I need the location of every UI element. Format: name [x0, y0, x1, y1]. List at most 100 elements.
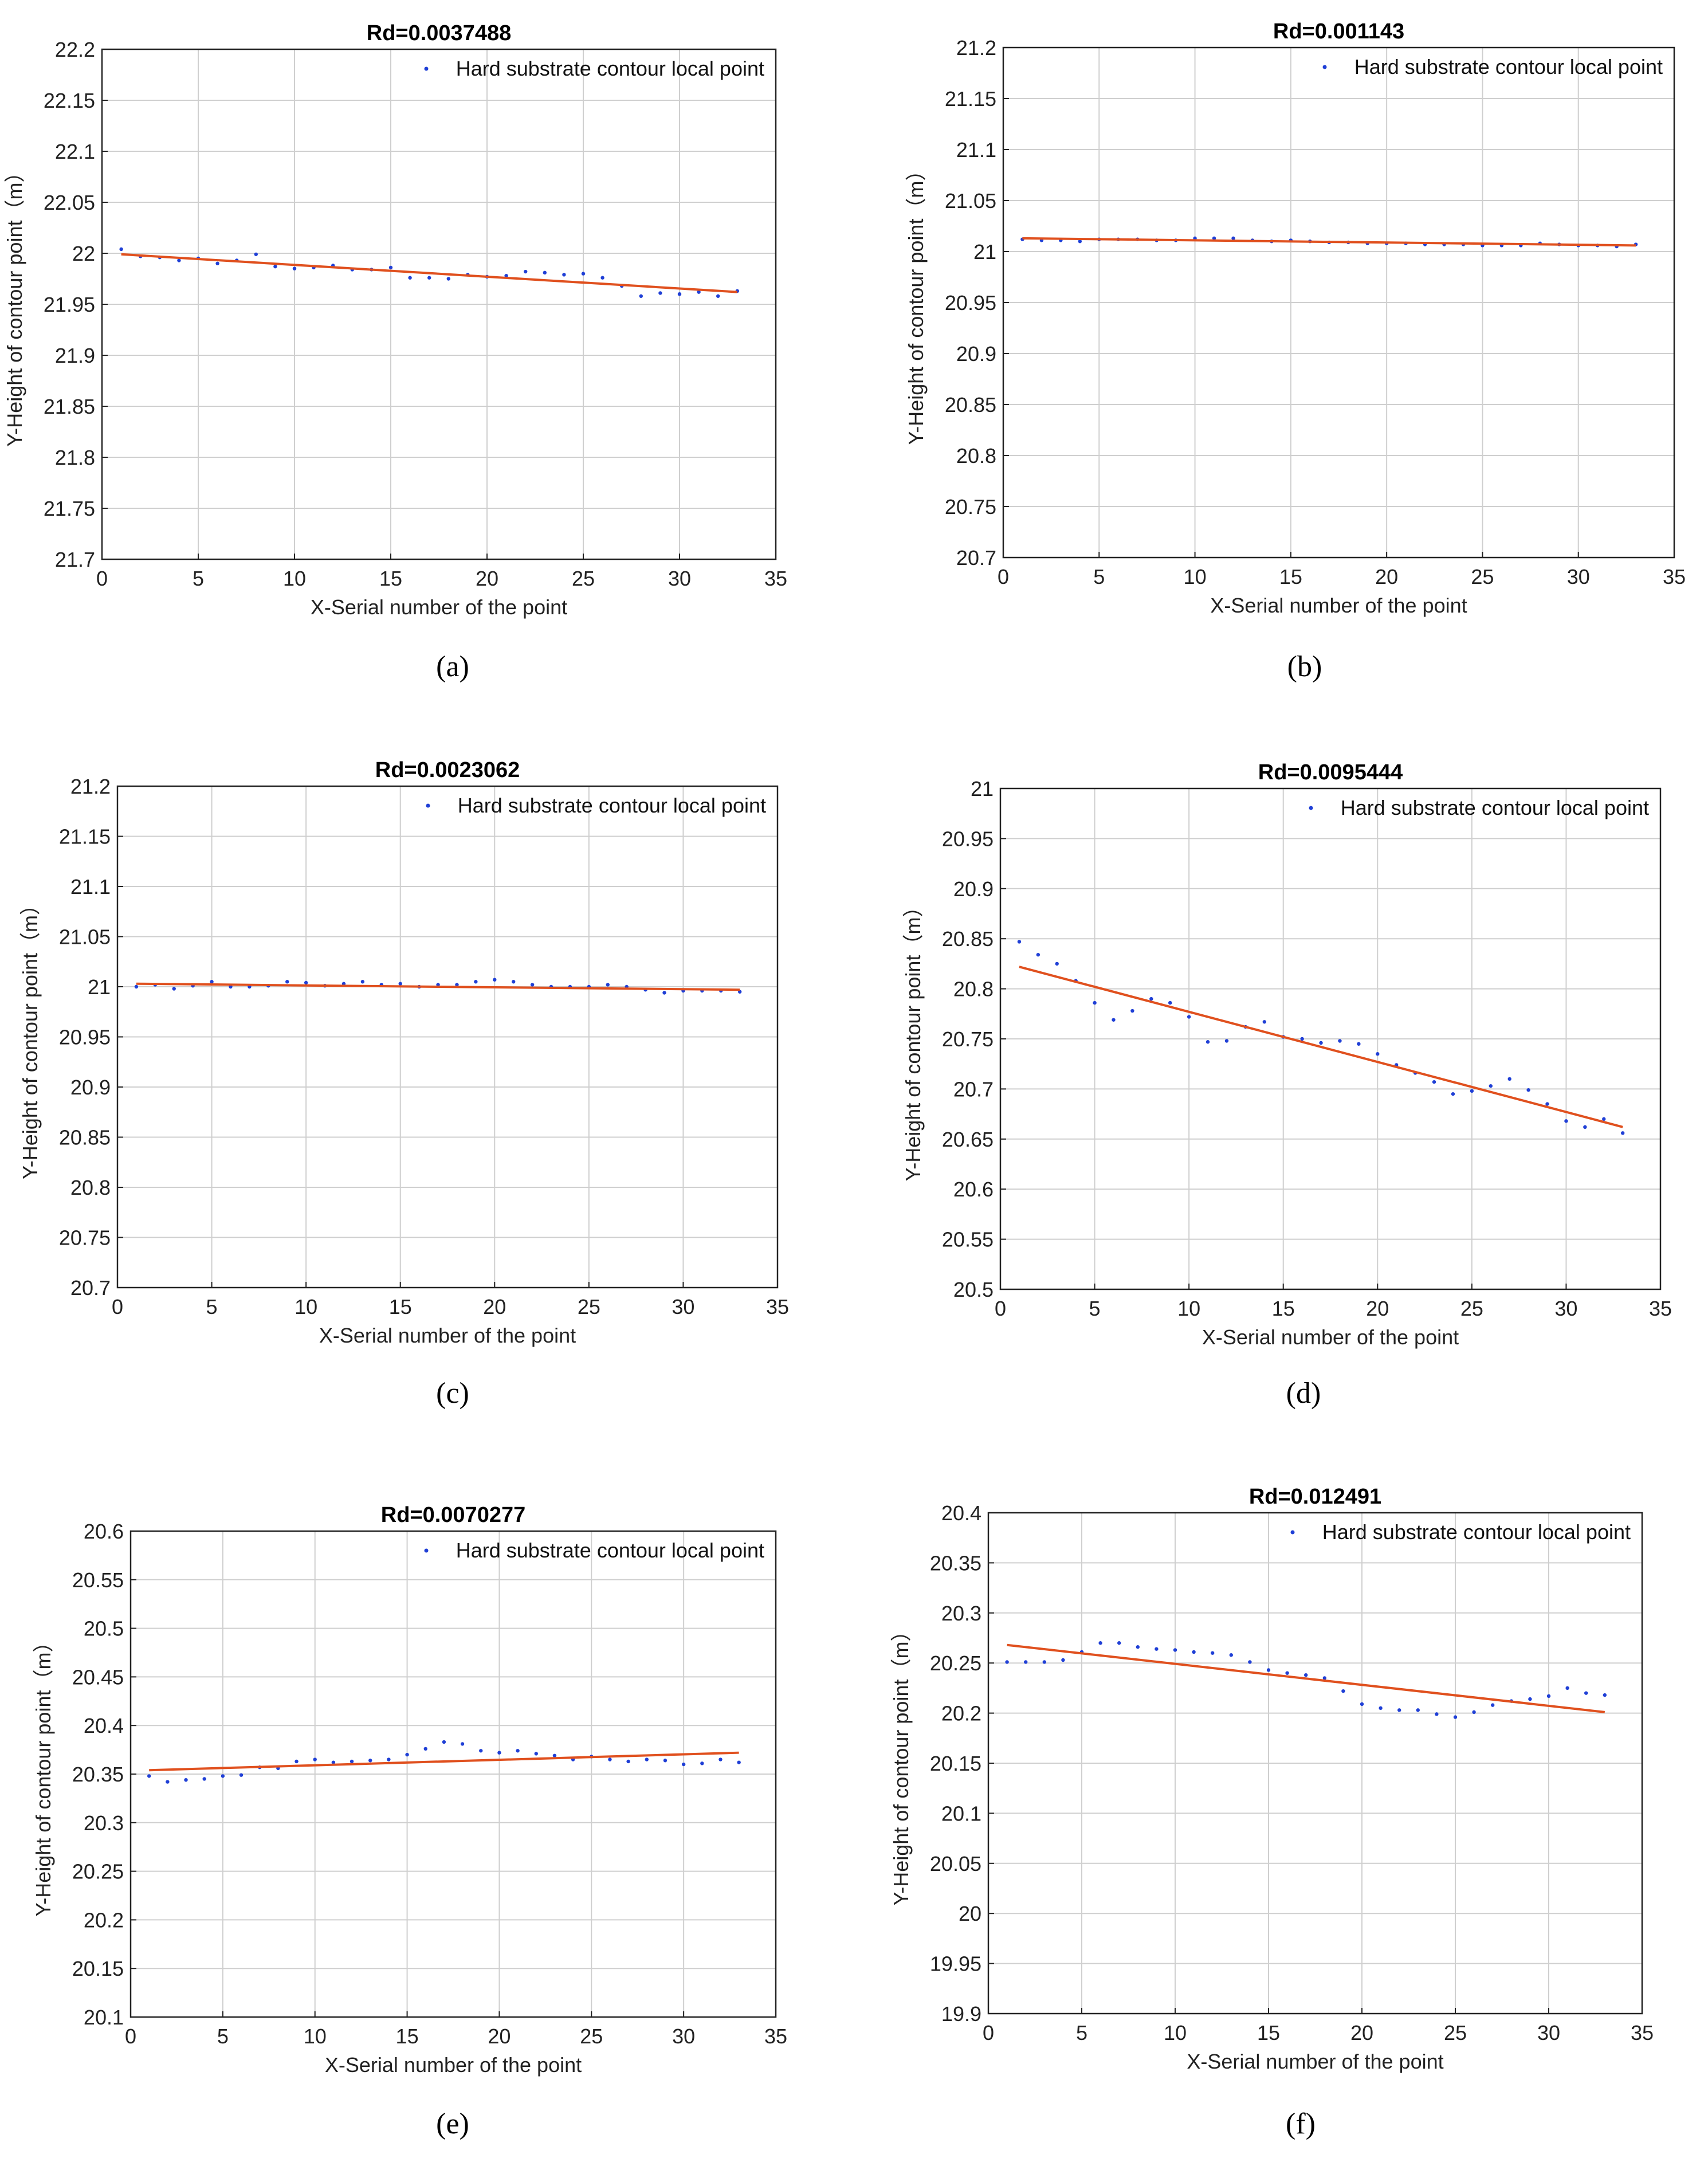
- y-tick-label: 20.5: [953, 1278, 994, 1301]
- chart-title: Rd=0.012491: [1249, 1485, 1381, 1509]
- data-point: [295, 1759, 299, 1764]
- x-tick-label: 10: [283, 567, 306, 590]
- x-tick-label: 0: [998, 565, 1009, 588]
- data-point: [215, 261, 219, 265]
- x-tick-label: 35: [1663, 565, 1686, 588]
- x-tick-label: 10: [1177, 1297, 1200, 1320]
- y-tick-label: 21.7: [55, 548, 95, 571]
- data-point: [543, 270, 547, 275]
- y-tick-label: 20.15: [930, 1752, 981, 1775]
- y-tick-label: 20.95: [942, 827, 994, 850]
- y-tick-label: 20.9: [70, 1076, 111, 1099]
- data-point: [1024, 1660, 1028, 1664]
- data-point: [552, 1753, 557, 1757]
- data-point: [147, 1774, 151, 1778]
- data-point: [1489, 1084, 1493, 1088]
- axes-frame: [999, 787, 1662, 1290]
- y-tick-label: 20.25: [72, 1860, 124, 1884]
- y-tick-label: 20.2: [84, 1908, 124, 1932]
- data-point: [1603, 1693, 1607, 1697]
- data-point: [1602, 1117, 1606, 1121]
- panel-caption: (d): [1286, 1377, 1321, 1410]
- x-tick-label: 5: [1093, 565, 1105, 588]
- y-tick-label: 21.15: [945, 87, 996, 111]
- data-point: [1397, 1708, 1401, 1712]
- data-point: [1211, 1651, 1215, 1655]
- y-tick-label: 20.55: [72, 1568, 124, 1592]
- data-point: [493, 978, 497, 982]
- y-axis-label: Y-Height of contour point（m）: [904, 160, 928, 445]
- fit-line: [149, 1751, 739, 1772]
- data-point: [177, 258, 181, 262]
- data-point: [398, 982, 402, 986]
- x-tick-label: 30: [1567, 565, 1590, 588]
- x-tick-label: 35: [764, 2024, 787, 2048]
- data-point: [1224, 1039, 1229, 1043]
- data-point: [210, 980, 214, 984]
- y-tick-label: 20.15: [72, 1957, 124, 1980]
- x-tick-label: 30: [672, 2024, 695, 2048]
- data-point: [446, 277, 450, 281]
- data-point: [524, 269, 528, 274]
- y-tick-label: 21.75: [44, 497, 95, 520]
- data-point: [172, 987, 176, 991]
- data-point: [1470, 1089, 1474, 1093]
- x-tick-label: 25: [1444, 2021, 1467, 2045]
- y-tick-label: 20.8: [70, 1176, 111, 1199]
- data-point: [1357, 1042, 1361, 1046]
- y-tick-label: 20.7: [956, 546, 996, 570]
- data-point: [368, 1759, 372, 1763]
- data-point: [639, 294, 643, 298]
- data-point: [313, 1757, 317, 1761]
- x-tick-label: 20: [476, 567, 498, 590]
- data-point: [1173, 1648, 1177, 1652]
- y-tick-label: 19.9: [941, 2002, 981, 2026]
- y-tick-label: 20.75: [59, 1226, 111, 1250]
- x-tick-label: 10: [304, 2024, 327, 2048]
- x-tick-label: 25: [1471, 565, 1494, 588]
- data-point: [662, 991, 666, 995]
- y-tick-label: 21.1: [70, 875, 111, 898]
- y-tick-label: 22.15: [44, 89, 95, 112]
- x-tick-label: 20: [1375, 565, 1398, 588]
- data-point: [1472, 1710, 1476, 1714]
- data-point: [1432, 1080, 1436, 1084]
- x-tick-label: 25: [572, 567, 595, 590]
- data-point: [562, 273, 566, 277]
- data-point: [1192, 1650, 1196, 1654]
- panel-caption: (b): [1287, 650, 1322, 683]
- data-point: [1435, 1712, 1439, 1716]
- data-point: [474, 980, 478, 984]
- legend-marker: [1322, 65, 1327, 69]
- y-axis-label: Y-Height of contour point（m）: [901, 897, 925, 1182]
- x-tick-label: 5: [217, 2024, 229, 2048]
- fit-line: [121, 253, 737, 293]
- x-tick-label: 15: [1279, 565, 1302, 588]
- x-axis-label: X-Serial number of the point: [325, 2053, 582, 2077]
- data-point: [1155, 1647, 1159, 1651]
- data-point: [331, 1760, 336, 1764]
- panel-caption: (a): [436, 650, 469, 683]
- panel-caption: (f): [1286, 2108, 1316, 2140]
- data-point: [1262, 1020, 1266, 1024]
- data-point: [516, 1749, 520, 1753]
- data-point: [1338, 1039, 1342, 1043]
- x-tick-label: 0: [125, 2024, 136, 2048]
- x-tick-label: 15: [396, 2024, 419, 2048]
- data-point: [202, 1777, 206, 1781]
- y-tick-label: 20.7: [70, 1276, 111, 1300]
- x-tick-label: 35: [1631, 2021, 1654, 2045]
- legend-label: Hard substrate contour local point: [456, 1539, 764, 1562]
- data-point: [1319, 1041, 1323, 1045]
- x-tick-label: 20: [488, 2024, 511, 2048]
- data-point: [1042, 1660, 1047, 1664]
- x-tick-label: 5: [193, 567, 204, 590]
- x-tick-label: 30: [1554, 1297, 1577, 1320]
- data-point: [292, 266, 297, 270]
- y-axis-label: Y-Height of contour point（m）: [889, 1621, 913, 1906]
- data-point: [119, 247, 123, 252]
- y-tick-label: 21.95: [44, 293, 95, 316]
- data-point: [1341, 1689, 1345, 1693]
- y-tick-label: 20.3: [941, 1602, 981, 1625]
